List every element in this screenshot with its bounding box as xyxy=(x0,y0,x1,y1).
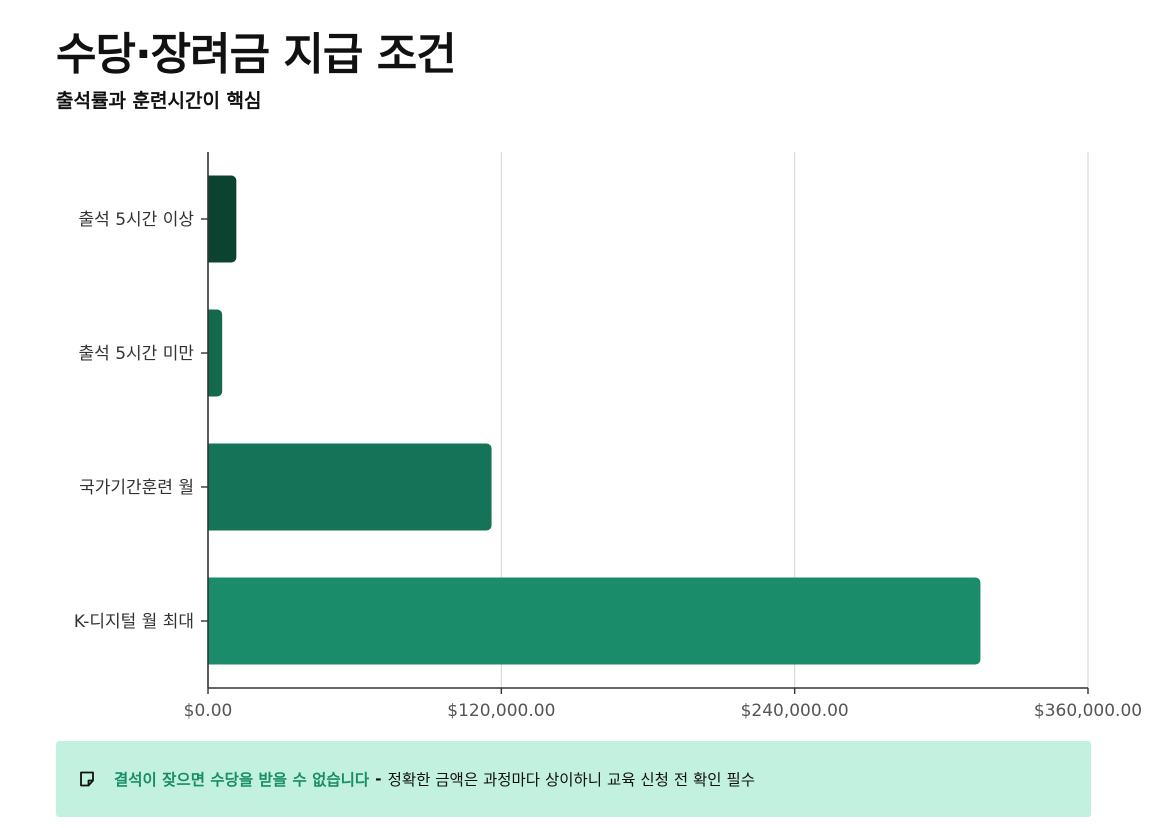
x-tick-label: $120,000.00 xyxy=(447,701,555,721)
bar xyxy=(208,175,237,263)
page-subtitle: 출석률과 훈련시간이 핵심 xyxy=(56,90,262,112)
notice-separator: - xyxy=(375,770,382,788)
bar-base xyxy=(208,175,214,263)
bar xyxy=(208,577,981,665)
bar-base xyxy=(208,443,214,531)
note-icon xyxy=(78,770,96,788)
bar-base xyxy=(208,309,214,397)
x-tick-label: $0.00 xyxy=(184,701,233,721)
y-category-label: 출석 5시간 미만 xyxy=(79,344,195,364)
y-category-label: 출석 5시간 이상 xyxy=(79,210,195,230)
page-title: 수당·장려금 지급 조건 xyxy=(56,29,457,80)
bar-base xyxy=(208,577,214,665)
notice-headline: 결석이 잦으면 수당을 받을 수 없습니다 xyxy=(114,771,370,789)
bar-chart: $0.00 $120,000.00 $240,000.00 $360,000.00 출석… xyxy=(74,152,1142,721)
notice-text: 정확한 금액은 과정마다 상이하니 교육 신청 전 확인 필수 xyxy=(387,771,755,789)
x-tick-label: $360,000.00 xyxy=(1034,701,1142,721)
y-category-label: K-디지털 월 최대 xyxy=(74,612,194,632)
notice-banner: 결석이 잦으면 수당을 받을 수 없습니다 - 정확한 금액은 과정마다 상이하… xyxy=(56,741,1091,817)
x-tick-label: $240,000.00 xyxy=(741,701,849,721)
bar xyxy=(208,443,492,531)
y-category-label: 국가기간훈련 월 xyxy=(79,478,194,498)
